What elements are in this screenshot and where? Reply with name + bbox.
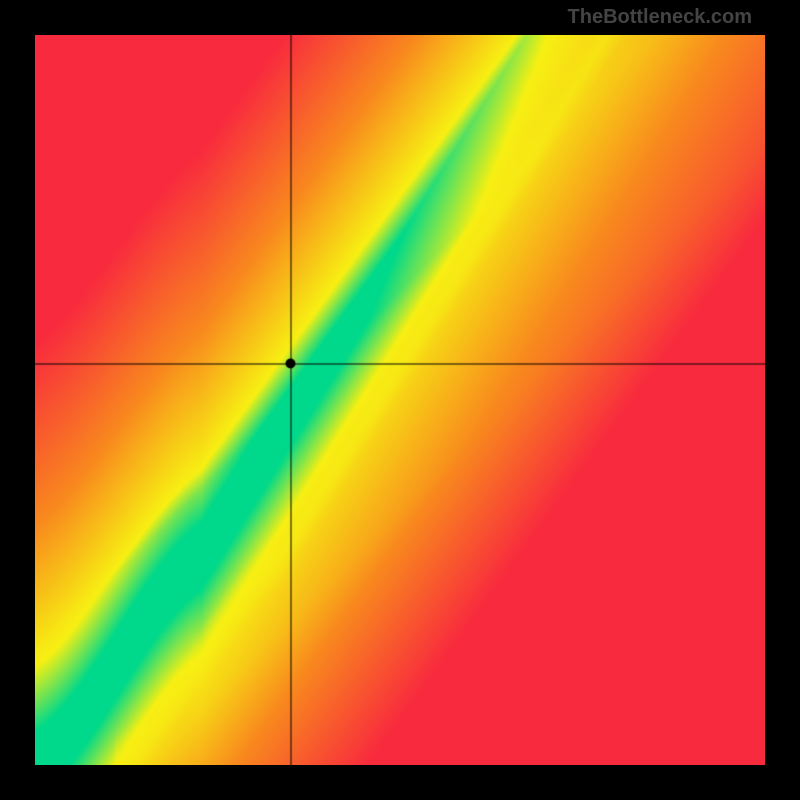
bottleneck-heatmap (35, 35, 765, 765)
heatmap-canvas (35, 35, 765, 765)
watermark-text: TheBottleneck.com (568, 6, 752, 29)
